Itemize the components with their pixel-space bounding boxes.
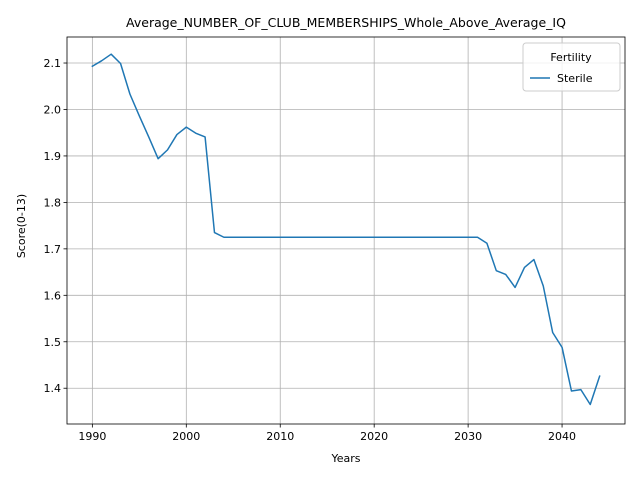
series-layer [91,53,601,406]
y-axis: 1.4 1.5 1.6 1.7 1.8 1.9 2.0 2.1 [44,57,67,395]
y-tick-label: 1.9 [44,150,62,163]
x-tick-label: 2030 [454,430,482,443]
legend-box [522,42,621,92]
y-tick-label: 2.1 [44,57,62,70]
y-tick-label: 1.7 [44,243,62,256]
plot-frame [66,36,626,425]
x-tick-label: 1990 [78,430,106,443]
y-tick-label: 1.4 [44,382,62,395]
y-axis-label: Score(0-13) [15,194,28,258]
chart-title: Average_NUMBER_OF_CLUB_MEMBERSHIPS_Whole… [126,15,566,30]
grid-lines [67,37,625,424]
legend: Fertility Sterile [522,42,621,92]
x-tick-label: 2010 [266,430,294,443]
y-tick-label: 1.6 [44,289,62,302]
x-tick-label: 2040 [548,430,576,443]
x-axis-label: Years [330,452,360,465]
legend-title: Fertility [550,51,592,64]
x-tick-label: 2000 [172,430,200,443]
x-axis: 1990 2000 2010 2020 2030 2040 [78,424,576,443]
x-tick-label: 2020 [360,430,388,443]
y-tick-label: 2.0 [44,103,62,116]
legend-label-sterile: Sterile [557,72,593,85]
y-tick-label: 1.5 [44,336,62,349]
series-line-sterile [91,53,601,406]
y-tick-label: 1.8 [44,196,62,209]
